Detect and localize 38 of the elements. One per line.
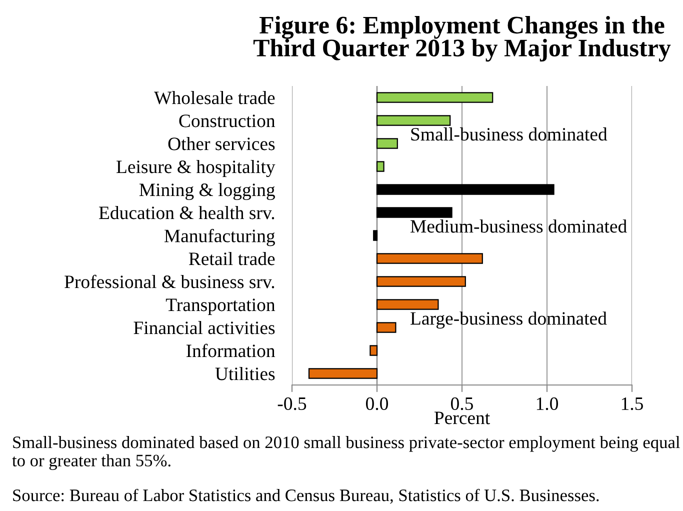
bar xyxy=(376,276,466,287)
bar xyxy=(376,207,452,218)
y-tick-label: Mining & logging xyxy=(139,182,275,200)
y-tick-label: Education & health srv. xyxy=(99,206,274,220)
source-note: Source: Bureau of Labor Statistics and Census Bureau, Statistics of U.S. Businesses. xyxy=(13,488,599,504)
text: Small-business dominated based on 2010 small business private-sector employment being equal to or greater than 55%. xyxy=(12,436,680,470)
y-tick-label: Leisure & hospitality xyxy=(116,160,276,178)
bar xyxy=(373,230,378,241)
bar xyxy=(370,345,378,356)
annotation: Large-business dominated xyxy=(410,312,607,329)
y-tick-label: Retail trade xyxy=(188,252,275,266)
y-tick-label: Financial activities xyxy=(134,320,275,334)
y-tick-label: Utilities xyxy=(215,366,275,380)
x-tick-label: 1.0 xyxy=(536,397,558,410)
y-tick-label: Construction xyxy=(179,114,276,128)
y-tick-label: Transportation xyxy=(166,298,276,315)
y-tick-label: Wholesale trade xyxy=(154,90,275,104)
bar xyxy=(376,92,494,103)
chart-title: Figure 6: Employment Changes in the Third Quarter 2013 by Major Industry xyxy=(253,16,671,62)
annotation: Medium-business dominated xyxy=(410,220,627,233)
bar xyxy=(376,184,554,195)
y-tick-label: Professional & business srv. xyxy=(64,274,274,288)
bar xyxy=(376,322,396,333)
bar xyxy=(376,115,451,126)
x-tick-label: 1.5 xyxy=(622,397,643,410)
y-tick-label: Information xyxy=(186,344,276,358)
x-tick-label: -0.5 xyxy=(278,397,306,410)
bar xyxy=(308,368,378,379)
x-tick-label: 0.0 xyxy=(366,397,388,410)
annotation: Small-business dominated xyxy=(411,127,608,141)
y-tick-label: Manufacturing xyxy=(164,228,275,246)
bar xyxy=(376,253,483,264)
bar xyxy=(376,299,439,310)
x-axis-title: Percent xyxy=(434,412,490,424)
bar xyxy=(376,161,384,172)
y-tick-label: Other services xyxy=(168,136,275,150)
bar xyxy=(376,138,398,149)
x-tick-label: 0.5 xyxy=(450,397,473,410)
